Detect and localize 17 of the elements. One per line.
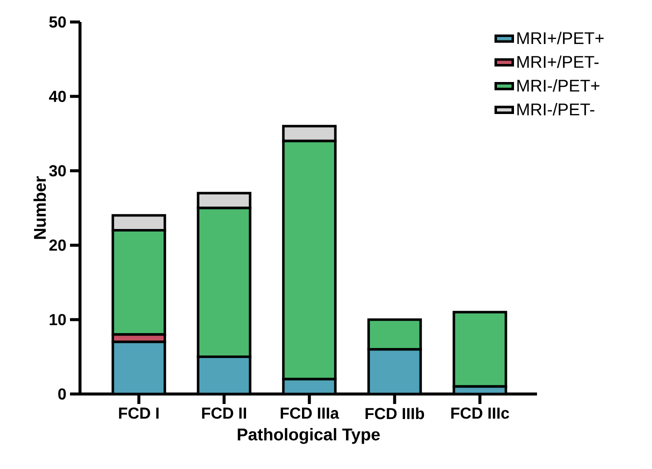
x-tick-label: FCD IIIb [366,408,424,420]
x-tick-label: FCD II [202,408,246,419]
legend-label: MRI+/PET+ [517,32,604,44]
y-tick-label: 10 [50,314,66,326]
y-tick-label: 20 [49,240,66,251]
x-tick-label: FCD I [119,408,159,419]
y-tick-label: 0 [58,388,66,400]
legend-label: MRI-/PET- [517,103,594,116]
x-tick-label: FCD IIIc [451,408,510,419]
legend-label: MRI+/PET- [517,56,599,68]
y-tick-label: 50 [49,16,66,28]
y-tick-label: 30 [49,165,66,176]
x-tick-label: FCD IIIa [280,408,340,419]
x-axis-title: Pathological Type [238,428,380,444]
legend-label: MRI-/PET+ [517,79,600,92]
y-tick-label: 40 [48,90,66,102]
y-axis-title: Number [33,176,46,239]
